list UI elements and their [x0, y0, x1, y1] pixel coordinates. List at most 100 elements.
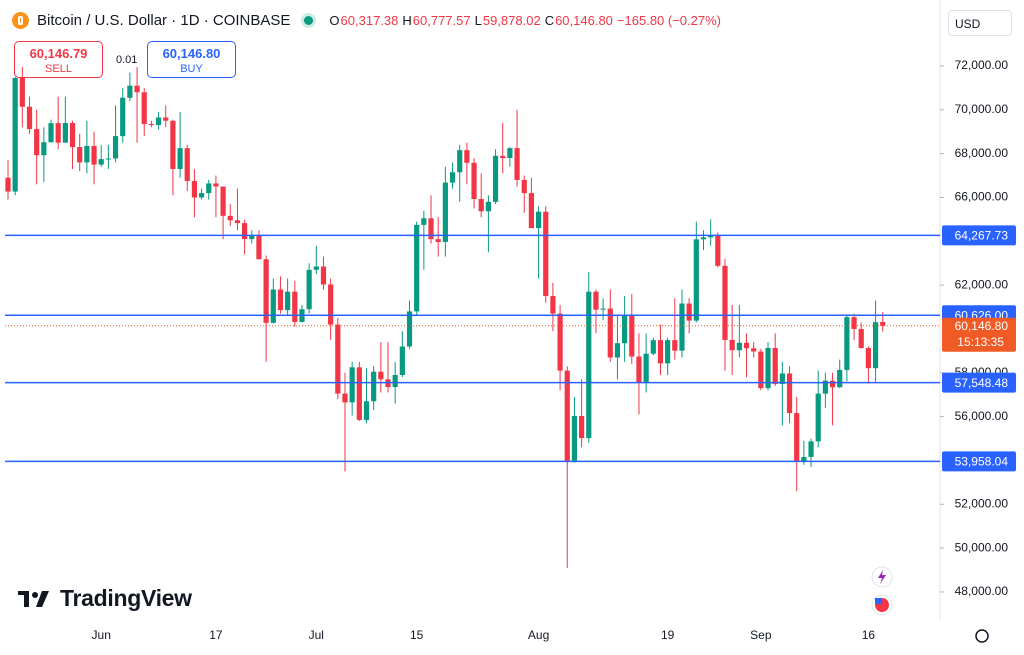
candle-body: [650, 340, 656, 354]
sell-price: 60,146.79: [29, 46, 88, 61]
candle-body: [779, 373, 785, 384]
candle-body: [715, 235, 721, 266]
buy-button[interactable]: 60,146.80 BUY: [147, 41, 236, 78]
candle-body: [435, 239, 441, 242]
level-label: 64,267.73: [955, 229, 1009, 243]
candle-body: [335, 324, 341, 394]
candle-body: [765, 348, 771, 389]
candle-body: [492, 155, 499, 202]
candle-body: [851, 317, 857, 329]
candle-body: [471, 162, 477, 199]
candle-body: [249, 235, 255, 240]
y-tick-label: 52,000.00: [955, 496, 1009, 510]
candle-body: [363, 401, 370, 420]
candle-body: [292, 291, 298, 322]
candle-body: [729, 339, 735, 351]
candle-body: [550, 296, 556, 314]
candle-body: [464, 150, 470, 163]
candle-body: [758, 351, 764, 389]
y-tick-label: 48,000.00: [955, 584, 1009, 598]
level-label: 53,958.04: [955, 455, 1009, 469]
currency-select[interactable]: USD: [948, 10, 1012, 36]
spread: 0.01: [116, 54, 138, 66]
candle-body: [19, 78, 25, 107]
ohlc-label: C: [544, 13, 555, 28]
candle-body: [112, 136, 119, 159]
y-tick-label: 66,000.00: [955, 190, 1009, 204]
symbol-title[interactable]: Bitcoin / U.S. Dollar · 1D · COINBASE: [37, 12, 291, 29]
candle-body: [213, 183, 219, 187]
candle-body: [837, 369, 843, 388]
candle-body: [349, 367, 355, 403]
candle-body: [77, 147, 83, 163]
candle-body: [571, 415, 578, 461]
candle-body: [414, 224, 420, 312]
x-tick-label: 17: [209, 628, 223, 642]
currency: USD: [955, 17, 981, 31]
level-label-box: [942, 451, 1016, 472]
candle-body: [371, 371, 377, 402]
y-tick-label: 62,000.00: [955, 277, 1009, 291]
ohlc-label: H: [402, 13, 412, 28]
ohlc-values: O60,317.38 H60,777.57 L59,878.02 C60,146…: [329, 13, 613, 28]
ohlc-value: 60,777.57: [412, 13, 471, 28]
y-tick-label: 70,000.00: [955, 102, 1009, 116]
sell-button[interactable]: 60,146.79 SELL: [14, 41, 103, 78]
y-tick-label: 56,000.00: [955, 409, 1009, 423]
candle-body: [163, 117, 169, 121]
candle-body: [127, 85, 133, 98]
candle-body: [478, 198, 484, 212]
candle-body: [270, 289, 276, 323]
candle-body: [722, 265, 728, 340]
y-tick-label: 68,000.00: [955, 146, 1009, 160]
candle-body: [521, 179, 527, 194]
candle-body: [320, 266, 327, 285]
candle-body: [751, 348, 757, 352]
settings-icon[interactable]: [975, 629, 989, 643]
candle-body: [5, 177, 11, 192]
x-tick-label: 19: [661, 628, 675, 642]
candle-body: [406, 311, 413, 347]
candle-body: [148, 124, 154, 126]
candle-body: [815, 393, 821, 442]
candle-body: [141, 92, 147, 125]
candle-body: [399, 346, 405, 375]
candle-body: [880, 322, 886, 326]
flag-canton: [875, 598, 882, 604]
candle-body: [844, 317, 850, 370]
brand-logo[interactable]: TradingView: [18, 585, 192, 612]
y-tick-label: 50,000.00: [955, 540, 1009, 554]
candle-body: [865, 348, 871, 369]
candle-body: [34, 129, 40, 156]
candle-body: [170, 120, 176, 169]
candle-body: [227, 215, 233, 221]
ohlc-value: 60,317.38: [340, 13, 399, 28]
candle-body: [105, 158, 111, 160]
brand-mark: [18, 590, 49, 607]
candle-body: [586, 291, 592, 439]
candle-body: [12, 78, 18, 192]
brand-name: TradingView: [60, 585, 192, 611]
candle-body: [543, 211, 549, 297]
candle-body: [829, 380, 836, 388]
candle-body: [285, 291, 291, 311]
candle-body: [356, 367, 362, 420]
candle-body: [306, 269, 312, 310]
candle-body: [657, 340, 664, 364]
candle-body: [643, 353, 649, 383]
candle-body: [421, 218, 427, 225]
price-change: −165.80 (−0.27%): [616, 13, 721, 28]
buy-label: BUY: [180, 63, 203, 75]
candle-body: [600, 308, 606, 310]
candle-body: [191, 181, 198, 198]
candle-body: [91, 145, 97, 165]
candle-body: [629, 315, 635, 357]
candle-body: [872, 322, 879, 369]
candle-body: [428, 218, 434, 240]
candle-body: [672, 340, 678, 351]
candle-body: [277, 289, 284, 311]
candle-body: [442, 182, 448, 242]
candle-body: [736, 342, 742, 351]
candle-body: [564, 370, 570, 461]
